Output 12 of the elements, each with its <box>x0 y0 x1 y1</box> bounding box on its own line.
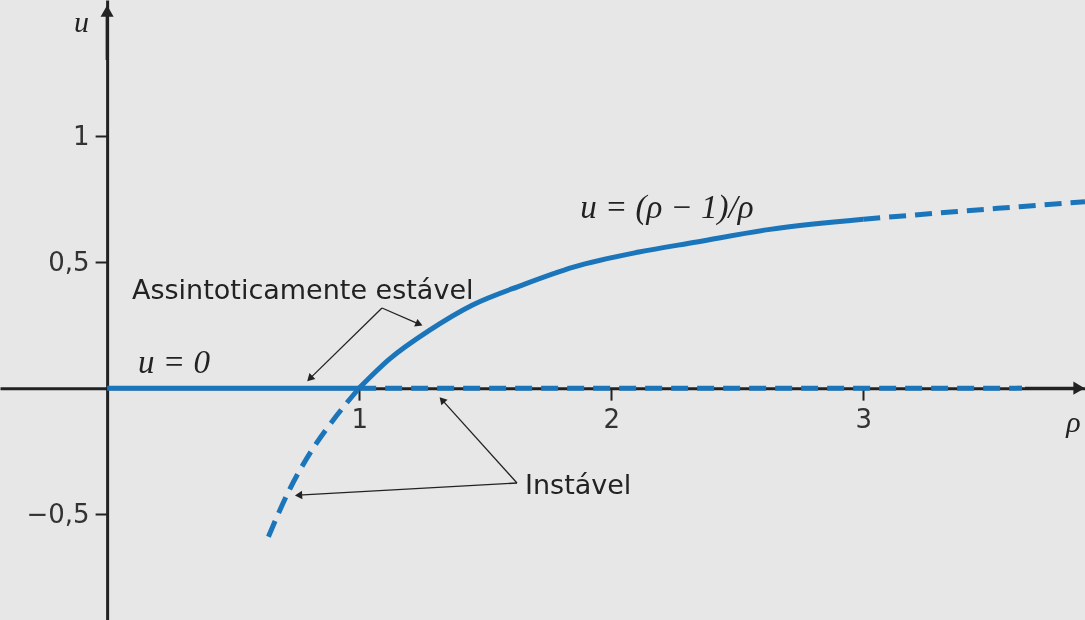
series-label: u = 0 <box>138 344 211 381</box>
x-tick-label: 3 <box>855 403 872 434</box>
y-tick-label: 1 <box>73 120 90 151</box>
series-label: u = (ρ − 1)/ρ <box>580 188 754 226</box>
y-axis-title: u <box>74 4 90 38</box>
y-tick-label: 0,5 <box>48 246 90 277</box>
y-tick-label: −0,5 <box>26 498 90 529</box>
annotation: Assintoticamente estável <box>132 274 474 305</box>
x-axis-title: ρ <box>1065 404 1081 438</box>
x-tick-label: 1 <box>351 403 368 434</box>
annotation: Instável <box>525 469 632 500</box>
x-tick-label: 2 <box>603 403 620 434</box>
